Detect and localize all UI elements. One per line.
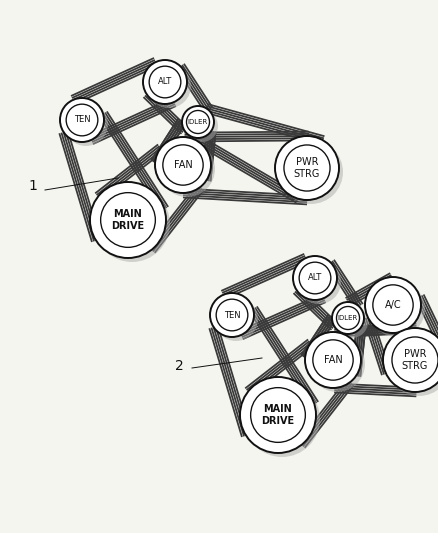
Circle shape	[159, 141, 215, 197]
Circle shape	[365, 277, 421, 333]
Circle shape	[64, 102, 108, 146]
Circle shape	[336, 306, 368, 338]
Text: 2: 2	[175, 359, 184, 373]
Circle shape	[332, 302, 364, 334]
Circle shape	[313, 340, 353, 380]
Circle shape	[279, 140, 343, 204]
Circle shape	[293, 256, 337, 300]
Text: FAN: FAN	[173, 160, 192, 170]
Circle shape	[155, 137, 211, 193]
Circle shape	[210, 293, 254, 337]
Circle shape	[90, 182, 166, 258]
Circle shape	[163, 145, 203, 185]
Circle shape	[149, 66, 181, 98]
Text: TEN: TEN	[74, 116, 90, 125]
Circle shape	[305, 332, 361, 388]
Text: MAIN
DRIVE: MAIN DRIVE	[111, 209, 145, 231]
Text: ALT: ALT	[158, 77, 172, 86]
Circle shape	[182, 106, 214, 138]
Circle shape	[387, 332, 438, 396]
Circle shape	[392, 337, 438, 383]
Circle shape	[214, 297, 258, 341]
Circle shape	[336, 306, 360, 329]
Circle shape	[284, 145, 330, 191]
Circle shape	[383, 328, 438, 392]
Text: PWR
STRG: PWR STRG	[402, 349, 428, 371]
Circle shape	[216, 299, 248, 331]
Text: FAN: FAN	[324, 355, 343, 365]
Text: ALT: ALT	[308, 273, 322, 282]
Circle shape	[186, 110, 218, 142]
Circle shape	[369, 281, 425, 337]
Circle shape	[147, 64, 191, 108]
Circle shape	[299, 262, 331, 294]
Text: MAIN
DRIVE: MAIN DRIVE	[261, 404, 295, 426]
Text: IDLER: IDLER	[188, 119, 208, 125]
Circle shape	[240, 377, 316, 453]
Circle shape	[187, 110, 209, 134]
Text: TEN: TEN	[224, 311, 240, 319]
Text: 1: 1	[28, 179, 37, 193]
Text: IDLER: IDLER	[338, 315, 358, 321]
Circle shape	[60, 98, 104, 142]
Circle shape	[94, 186, 170, 262]
Circle shape	[309, 336, 365, 392]
Circle shape	[66, 104, 98, 136]
Circle shape	[297, 260, 341, 304]
Text: A/C: A/C	[385, 300, 401, 310]
Circle shape	[101, 192, 155, 247]
Circle shape	[275, 136, 339, 200]
Circle shape	[251, 387, 305, 442]
Text: PWR
STRG: PWR STRG	[294, 157, 320, 179]
Circle shape	[373, 285, 413, 325]
Circle shape	[244, 381, 320, 457]
Circle shape	[143, 60, 187, 104]
